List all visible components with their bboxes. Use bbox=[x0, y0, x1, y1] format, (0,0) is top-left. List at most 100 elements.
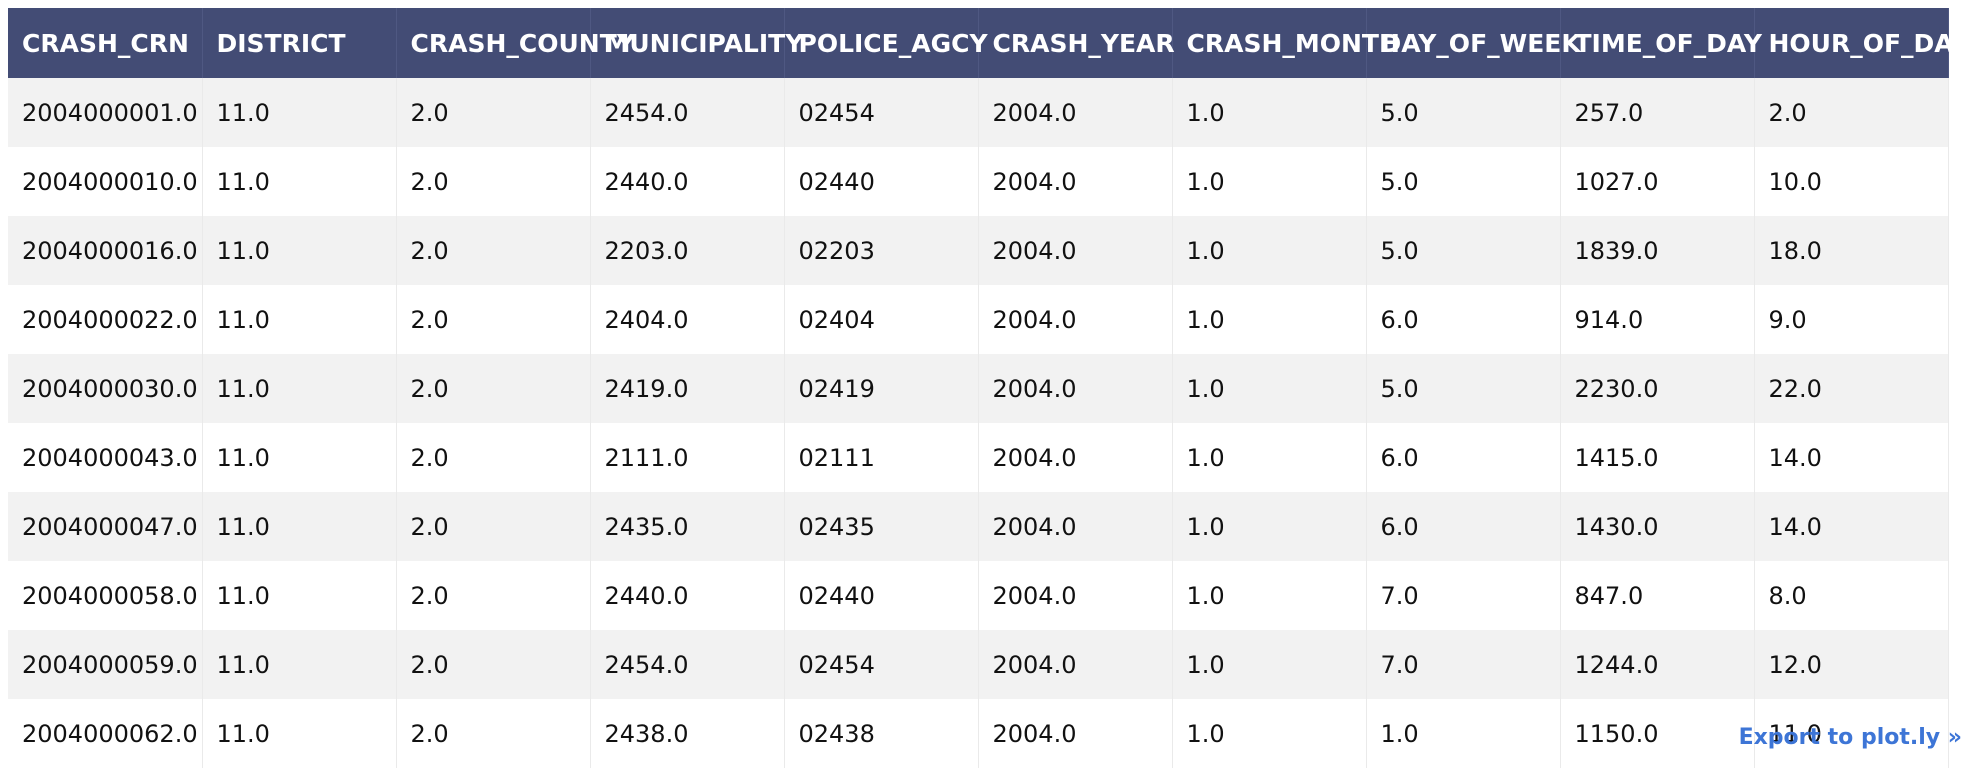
table-cell: 2440.0 bbox=[590, 561, 785, 630]
table-cell: 2.0 bbox=[396, 147, 591, 216]
table-header: CRASH_CRN DISTRICT CRASH_COUNTY MUNICIPALIT… bbox=[8, 8, 1968, 78]
table-cell: 1.0 bbox=[1172, 216, 1367, 285]
crash-data-table: CRASH_CRN DISTRICT CRASH_COUNTY MUNICIPALIT… bbox=[8, 8, 1968, 768]
table-cell: 8.0 bbox=[1754, 561, 1949, 630]
table-cell: 257.0 bbox=[1560, 78, 1755, 147]
table-cell: 2004.0 bbox=[978, 285, 1173, 354]
table-cell: 2004.0 bbox=[978, 216, 1173, 285]
table-cell: 1.0 bbox=[1172, 423, 1367, 492]
table-row: 2004000047.0 11.0 2.0 2435.0 02435 2004.0 1.0 6… bbox=[8, 492, 1949, 561]
table-cell: 2.0 bbox=[396, 699, 591, 768]
table-cell: 1415.0 bbox=[1560, 423, 1755, 492]
table-row: 2004000001.0 11.0 2.0 2454.0 02454 2004.0 1.0 5… bbox=[8, 78, 1949, 147]
column-header: DISTRICT bbox=[202, 8, 397, 78]
table-cell: 2111.0 bbox=[590, 423, 785, 492]
table-cell: 2004000016.0 bbox=[8, 216, 203, 285]
column-header: POLICE_AGCY bbox=[784, 8, 988, 78]
table-row: 2004000058.0 11.0 2.0 2440.0 02440 2004.0 1.0 7… bbox=[8, 561, 1949, 630]
table-cell: 2.0 bbox=[396, 354, 591, 423]
table-row: 2004000043.0 11.0 2.0 2111.0 02111 2004.0 1.0 6… bbox=[8, 423, 1949, 492]
table-cell: 5.0 bbox=[1366, 216, 1561, 285]
table-cell: 2.0 bbox=[396, 630, 591, 699]
table-cell: 2004.0 bbox=[978, 492, 1173, 561]
column-header: DAY_OF_WEEK bbox=[1366, 8, 1581, 78]
table-row: 2004000030.0 11.0 2.0 2419.0 02419 2004.0 1.0 5… bbox=[8, 354, 1949, 423]
table-row: 2004000062.0 11.0 2.0 2438.0 02438 2004.0 1.0 1… bbox=[8, 699, 1949, 768]
table-cell: 2004.0 bbox=[978, 354, 1173, 423]
table-cell: 9.0 bbox=[1754, 285, 1949, 354]
table-cell: 1430.0 bbox=[1560, 492, 1755, 561]
table-cell: 6.0 bbox=[1366, 285, 1561, 354]
table-cell: 2004000059.0 bbox=[8, 630, 203, 699]
table-cell: 11.0 bbox=[202, 630, 397, 699]
table-cell: 1839.0 bbox=[1560, 216, 1755, 285]
export-to-plotly-link[interactable]: Export to plot.ly » bbox=[1738, 725, 1962, 750]
table-cell: 02111 bbox=[784, 423, 979, 492]
table-cell: 2004000022.0 bbox=[8, 285, 203, 354]
table-cell: 02419 bbox=[784, 354, 979, 423]
table-cell: 1.0 bbox=[1172, 285, 1367, 354]
table-cell: 2440.0 bbox=[590, 147, 785, 216]
table-cell: 14.0 bbox=[1754, 492, 1949, 561]
table-cell: 11.0 bbox=[202, 147, 397, 216]
table-cell: 2454.0 bbox=[590, 78, 785, 147]
table-cell: 5.0 bbox=[1366, 147, 1561, 216]
table-cell: 02454 bbox=[784, 78, 979, 147]
data-table-panel: CRASH_CRN DISTRICT CRASH_COUNTY MUNICIPALIT… bbox=[8, 8, 1968, 768]
table-cell: 2004000058.0 bbox=[8, 561, 203, 630]
table-cell: 02440 bbox=[784, 147, 979, 216]
table-cell: 02435 bbox=[784, 492, 979, 561]
table-cell: 1027.0 bbox=[1560, 147, 1755, 216]
table-cell: 2419.0 bbox=[590, 354, 785, 423]
table-cell: 1150.0 bbox=[1560, 699, 1755, 768]
table-cell: 11.0 bbox=[202, 492, 397, 561]
table-row: 2004000059.0 11.0 2.0 2454.0 02454 2004.0 1.0 7… bbox=[8, 630, 1949, 699]
table-cell: 2.0 bbox=[396, 285, 591, 354]
table-cell: 2004.0 bbox=[978, 699, 1173, 768]
table-cell: 2004000001.0 bbox=[8, 78, 203, 147]
table-cell: 2004.0 bbox=[978, 630, 1173, 699]
table-cell: 1.0 bbox=[1366, 699, 1561, 768]
table-cell: 2004000062.0 bbox=[8, 699, 203, 768]
table-cell: 11.0 bbox=[202, 699, 397, 768]
table-cell: 2004.0 bbox=[978, 147, 1173, 216]
table-cell: 2004.0 bbox=[978, 561, 1173, 630]
table-cell: 1244.0 bbox=[1560, 630, 1755, 699]
table-cell: 2004.0 bbox=[978, 78, 1173, 147]
table-cell: 2004000030.0 bbox=[8, 354, 203, 423]
header-row: CRASH_CRN DISTRICT CRASH_COUNTY MUNICIPALIT… bbox=[8, 8, 1968, 78]
table-cell: 02454 bbox=[784, 630, 979, 699]
table-cell: 12.0 bbox=[1754, 630, 1949, 699]
column-header: CRASH_MONTH bbox=[1172, 8, 1400, 78]
table-cell: 7.0 bbox=[1366, 561, 1561, 630]
table-cell: 02203 bbox=[784, 216, 979, 285]
table-cell: 1.0 bbox=[1172, 630, 1367, 699]
table-cell: 1.0 bbox=[1172, 699, 1367, 768]
table-cell: 11.0 bbox=[202, 423, 397, 492]
table-cell: 11.0 bbox=[202, 78, 397, 147]
column-header: CRASH_CRN bbox=[8, 8, 203, 78]
table-cell: 11.0 bbox=[202, 561, 397, 630]
table-cell: 5.0 bbox=[1366, 354, 1561, 423]
table-cell: 1.0 bbox=[1172, 561, 1367, 630]
table-cell: 22.0 bbox=[1754, 354, 1949, 423]
table-cell: 847.0 bbox=[1560, 561, 1755, 630]
table-cell: 2.0 bbox=[396, 216, 591, 285]
table-cell: 1.0 bbox=[1172, 354, 1367, 423]
table-cell: 2.0 bbox=[396, 423, 591, 492]
table-cell: 2404.0 bbox=[590, 285, 785, 354]
table-cell: 2004000043.0 bbox=[8, 423, 203, 492]
table-cell: 18.0 bbox=[1754, 216, 1949, 285]
table-cell: 2203.0 bbox=[590, 216, 785, 285]
table-cell: 11.0 bbox=[1754, 699, 1949, 768]
table-cell: 14.0 bbox=[1754, 423, 1949, 492]
table-row: 2004000010.0 11.0 2.0 2440.0 02440 2004.0 1.0 5… bbox=[8, 147, 1949, 216]
table-row: 2004000022.0 11.0 2.0 2404.0 02404 2004.0 1.0 6… bbox=[8, 285, 1949, 354]
table-cell: 11.0 bbox=[202, 354, 397, 423]
table-cell: 02438 bbox=[784, 699, 979, 768]
table-cell: 2.0 bbox=[396, 561, 591, 630]
table-cell: 1.0 bbox=[1172, 78, 1367, 147]
table-cell: 11.0 bbox=[202, 285, 397, 354]
table-cell: 5.0 bbox=[1366, 78, 1561, 147]
table-cell: 2435.0 bbox=[590, 492, 785, 561]
